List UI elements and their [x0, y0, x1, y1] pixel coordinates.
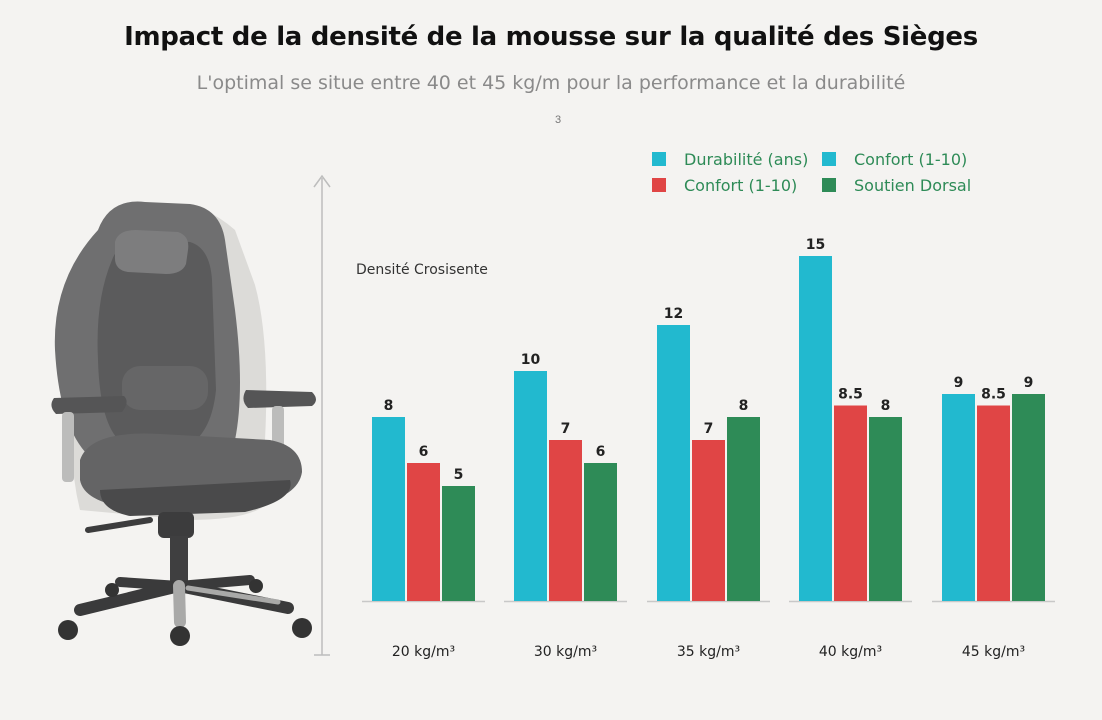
category-tick-label: 35 kg/m³ — [677, 644, 740, 660]
axis-label-density: Densité Crosisente — [356, 262, 488, 278]
category-tick-label: 20 kg/m³ — [392, 644, 455, 660]
legend-label: Durabilité (ans) — [684, 149, 809, 169]
legend-swatch — [822, 152, 836, 166]
bar-value-label: 6 — [596, 444, 606, 460]
bar-value-label: 9 — [1024, 375, 1034, 391]
density-arrow-head — [313, 174, 331, 188]
category-tick-label: 45 kg/m³ — [962, 644, 1025, 660]
subtitle-superscript: 3 — [554, 114, 562, 126]
bar-value-label: 6 — [419, 444, 429, 460]
bar — [372, 417, 405, 601]
bar-value-label: 8.5 — [838, 387, 863, 403]
bar — [657, 325, 690, 601]
category-tick-label: 30 kg/m³ — [534, 644, 597, 660]
legend-item-durabilite: Durabilité (ans) — [652, 148, 808, 170]
bar — [442, 486, 475, 601]
legend-swatch — [652, 178, 666, 192]
bar — [942, 394, 975, 601]
category-tick-label: 40 kg/m³ — [819, 644, 882, 660]
bar-value-label: 15 — [806, 237, 825, 253]
bar — [549, 440, 582, 601]
bar-value-label: 7 — [561, 421, 571, 437]
bar — [692, 440, 725, 601]
bar — [514, 371, 547, 601]
legend-item-confort-red: Confort (1-10) — [652, 174, 797, 196]
chart-legend: Durabilité (ans) Confort (1-10) Confort … — [652, 148, 992, 204]
office-chair-illustration — [51, 201, 316, 646]
bar — [727, 417, 760, 601]
bar — [834, 405, 867, 601]
bar-value-label: 7 — [704, 421, 714, 437]
bar-value-label: 8 — [881, 398, 891, 414]
chart-subtitle: L'optimal se situe entre 40 et 45 kg/m p… — [196, 72, 906, 94]
bar — [977, 405, 1010, 601]
legend-swatch — [822, 178, 836, 192]
bar-value-label: 5 — [454, 467, 464, 483]
bar-value-label: 8.5 — [981, 387, 1006, 403]
legend-swatch — [652, 152, 666, 166]
bar-value-label: 9 — [954, 375, 964, 391]
bar-value-label: 8 — [739, 398, 749, 414]
bar — [869, 417, 902, 601]
legend-item-confort-blue: Confort (1-10) — [822, 148, 967, 170]
legend-label: Confort (1-10) — [684, 175, 798, 195]
legend-label: Confort (1-10) — [854, 149, 968, 169]
legend-item-soutien: Soutien Dorsal — [822, 174, 971, 196]
bar-value-label: 12 — [664, 306, 683, 322]
bar-value-label: 10 — [521, 352, 541, 368]
bar — [407, 463, 440, 601]
chart-title: Impact de la densité de la mousse sur la… — [124, 22, 978, 52]
legend-label: Soutien Dorsal — [854, 175, 972, 195]
bar — [1012, 394, 1045, 601]
bar — [799, 256, 832, 601]
bar — [584, 463, 617, 601]
bar-value-label: 8 — [384, 398, 394, 414]
